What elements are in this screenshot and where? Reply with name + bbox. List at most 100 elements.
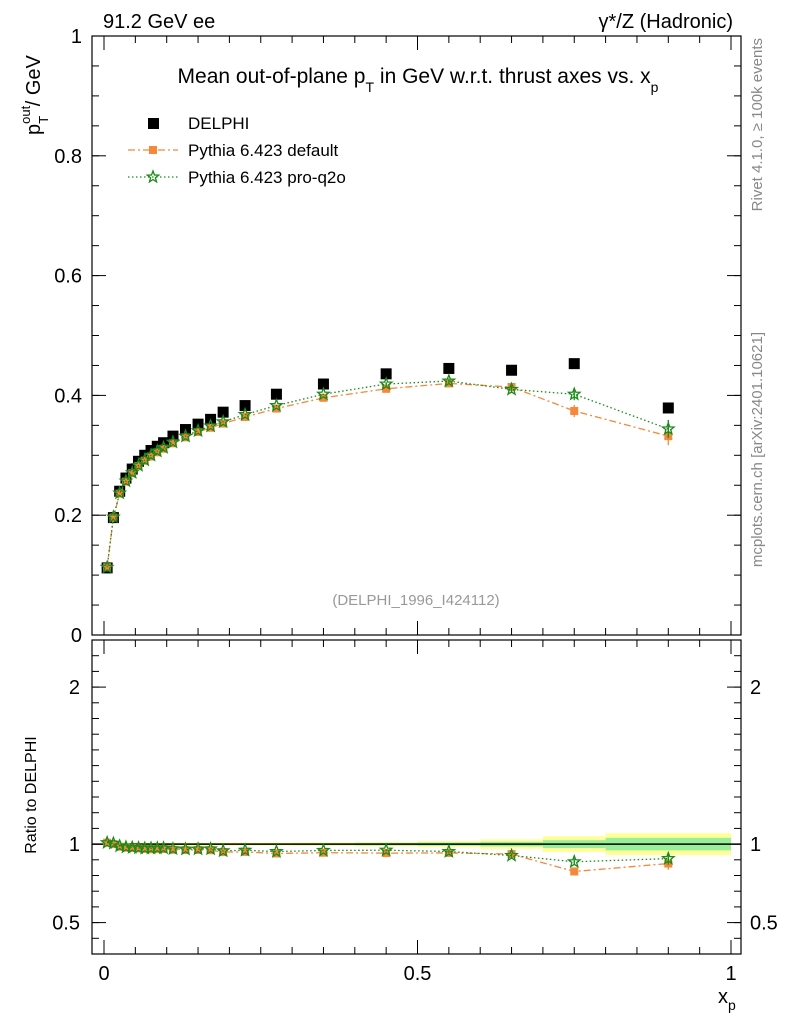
point-pythia-6-423-default	[115, 489, 124, 498]
y-tick-label: 0.8	[54, 146, 82, 168]
x-tick-label: 0	[98, 963, 109, 985]
point-pythia-6-423-pro-q2o	[118, 473, 134, 488]
ratio-point-pythia-6-423-default	[168, 845, 177, 854]
point-pythia-6-423-pro-q2o	[178, 428, 193, 443]
point-delphi	[506, 364, 518, 376]
header-process-label: γ*/Z (Hadronic)	[599, 11, 733, 33]
legend-label-pythia-proq2o: Pythia 6.423 pro-q2o	[188, 168, 346, 187]
ratio-point-pythia-6-423-default	[147, 845, 156, 854]
point-pythia-6-423-default	[319, 393, 328, 402]
ratio-point-pythia-6-423-default	[194, 845, 203, 854]
point-pythia-6-423-pro-q2o	[137, 452, 153, 467]
point-pythia-6-423-default	[194, 427, 203, 436]
ratio-point-pythia-6-423-pro-q2o	[165, 840, 181, 856]
point-delphi	[239, 400, 251, 412]
ratio-tick-label-right: 0.5	[750, 913, 778, 935]
point-pythia-6-423-pro-q2o	[441, 373, 457, 388]
ratio-point-pythia-6-423-default	[181, 846, 190, 855]
ratio-line-pythia-6-423-pro-q2o	[107, 842, 669, 863]
x-tick-label: 0.5	[404, 963, 432, 985]
point-pythia-6-423-pro-q2o	[112, 485, 128, 500]
header-energy-label: 91.2 GeV ee	[103, 11, 215, 33]
point-pythia-6-423-default	[147, 452, 156, 461]
ratio-point-pythia-6-423-pro-q2o	[378, 842, 394, 857]
point-pythia-6-423-pro-q2o	[156, 439, 172, 454]
chart-title: Mean out-of-plane pT in GeV w.r.t. thrus…	[178, 65, 659, 95]
ratio-point-pythia-6-423-pro-q2o	[190, 841, 206, 856]
y-tick-label: 0.6	[54, 266, 82, 288]
axis-tick-labels: 0 0.5 1 0 0.2 0.4 0.6 0.8 1 0.5 0.5 1 1 2 2	[52, 26, 778, 985]
legend-label-pythia-default: Pythia 6.423 default	[188, 141, 339, 160]
ratio-point-pythia-6-423-pro-q2o	[504, 847, 520, 862]
ratio-point-pythia-6-423-pro-q2o	[566, 853, 582, 869]
y-tick-label: 0.2	[54, 505, 82, 527]
series-line-pythia-6-423-pro-q2o	[106, 380, 669, 568]
point-pythia-6-423-pro-q2o	[237, 406, 253, 421]
series-line-pythia-6-423-default	[106, 382, 669, 568]
point-delphi	[662, 402, 674, 414]
y-tick-label: 1	[71, 26, 82, 48]
ratio-point-pythia-6-423-default	[159, 844, 168, 853]
ratio-point-pythia-6-423-default	[128, 844, 137, 853]
point-pythia-6-423-default	[109, 513, 118, 522]
point-pythia-6-423-pro-q2o	[215, 413, 231, 429]
ratio-point-pythia-6-423-pro-q2o	[215, 842, 231, 858]
ratio-tick-label: 0.5	[52, 913, 80, 935]
axis-ticks	[92, 35, 741, 954]
point-pythia-6-423-default	[181, 433, 190, 442]
ratio-point-pythia-6-423-pro-q2o	[441, 843, 457, 858]
point-delphi	[126, 463, 138, 475]
point-pythia-6-423-default	[168, 439, 177, 448]
point-pythia-6-423-pro-q2o	[378, 376, 394, 391]
ratio-point-pythia-6-423-default	[241, 847, 250, 856]
point-pythia-6-423-pro-q2o	[165, 434, 181, 449]
ratio-point-pythia-6-423-pro-q2o	[112, 838, 128, 853]
ratio-tick-label: 1	[69, 834, 80, 856]
ratio-plot-frame	[91, 639, 742, 955]
ratio-tick-label-right: 1	[750, 834, 761, 856]
point-pythia-6-423-pro-q2o	[566, 386, 582, 401]
ratio-point-pythia-6-423-default	[140, 844, 149, 853]
y-tick-label: 0	[71, 625, 82, 647]
point-pythia-6-423-pro-q2o	[504, 381, 520, 396]
mcplots-label: mcplots.cern.ch [arXiv:2401.10621]	[749, 332, 766, 567]
x-tick-label: 1	[725, 963, 736, 985]
point-pythia-6-423-pro-q2o	[105, 509, 121, 524]
point-pythia-6-423-pro-q2o	[99, 559, 115, 574]
legend-marker-pythia-default	[149, 146, 157, 154]
ratio-y-axis-label: Ratio to DELPHI	[23, 736, 40, 853]
point-delphi	[317, 378, 329, 390]
data-series	[99, 358, 676, 574]
ratio-point-pythia-6-423-default	[121, 843, 130, 852]
legend: DELPHI Pythia 6.423 default Pythia 6.423…	[128, 114, 346, 187]
point-delphi	[270, 388, 282, 400]
ratio-point-pythia-6-423-pro-q2o	[237, 842, 253, 857]
point-pythia-6-423-pro-q2o	[315, 386, 331, 401]
point-pythia-6-423-pro-q2o	[203, 418, 219, 433]
ratio-point-pythia-6-423-pro-q2o	[178, 841, 193, 856]
ratio-point-pythia-6-423-pro-q2o	[660, 850, 676, 865]
legend-marker-delphi	[148, 118, 159, 129]
ratio-point-pythia-6-423-pro-q2o	[203, 841, 219, 856]
ratio-point-pythia-6-423-default	[570, 867, 579, 876]
x-axis-label: xp	[718, 986, 736, 1013]
ratio-point-pythia-6-423-pro-q2o	[156, 840, 172, 855]
point-pythia-6-423-pro-q2o	[268, 397, 284, 412]
point-delphi	[443, 362, 455, 374]
ratio-tick-label: 2	[69, 677, 80, 699]
point-pythia-6-423-default	[382, 384, 391, 393]
ratio-point-pythia-6-423-default	[219, 848, 228, 857]
y-axis-label: pout T / GeV	[18, 54, 51, 135]
ratio-point-pythia-6-423-pro-q2o	[315, 842, 331, 857]
ratio-tick-label-right: 2	[750, 677, 761, 699]
point-pythia-6-423-default	[153, 448, 162, 457]
ratio-point-pythia-6-423-pro-q2o	[268, 843, 284, 858]
point-pythia-6-423-pro-q2o	[124, 464, 140, 480]
point-delphi	[217, 406, 229, 418]
y-tick-label: 0.4	[54, 385, 82, 407]
point-pythia-6-423-pro-q2o	[190, 422, 206, 438]
ratio-point-pythia-6-423-default	[206, 846, 215, 855]
analysis-id-label: (DELPHI_1996_I424112)	[332, 592, 499, 609]
point-pythia-6-423-default	[128, 469, 137, 478]
